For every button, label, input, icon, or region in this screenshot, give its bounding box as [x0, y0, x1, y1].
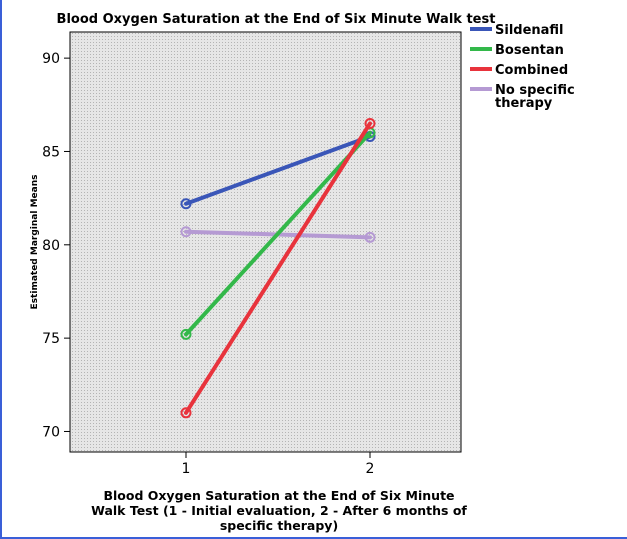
data-point — [364, 231, 376, 243]
x-tick-label: 2 — [366, 461, 375, 477]
x-axis-label-line-2: Walk Test (1 - Initial evaluation, 2 - A… — [91, 503, 467, 518]
data-point — [180, 198, 192, 210]
y-tick-label: 75 — [42, 331, 60, 347]
y-tick-label: 80 — [42, 238, 60, 254]
chart-title: Blood Oxygen Saturation at the End of Si… — [57, 12, 496, 27]
legend-label: Sildenafil — [495, 23, 564, 38]
legend-label: No specific — [495, 83, 575, 98]
y-tick-label: 70 — [42, 424, 60, 440]
series-combined — [180, 117, 376, 419]
legend: Sildenafil Bosentan Combined No specificthe… — [470, 23, 575, 111]
y-tick-label: 90 — [42, 51, 60, 67]
data-point — [180, 407, 192, 419]
legend-label: therapy — [495, 96, 553, 111]
legend-label: Bosentan — [495, 43, 564, 58]
data-point — [180, 328, 192, 340]
plot-area — [69, 31, 462, 453]
x-axis-label-line-3: specific therapy) — [220, 518, 338, 533]
data-point — [364, 117, 376, 129]
series-line — [184, 134, 372, 206]
series-line — [184, 121, 372, 415]
y-tick-label: 85 — [42, 144, 60, 160]
y-axis-label: Estimated Marginal Means — [30, 175, 40, 310]
data-point — [180, 226, 192, 238]
legend-label: Combined — [495, 63, 568, 78]
series-line — [184, 130, 372, 337]
x-axis-label-line-1: Blood Oxygen Saturation at the End of Si… — [103, 488, 454, 503]
series-layer — [180, 117, 376, 419]
y-axis: 70 75 80 85 90 — [42, 51, 70, 440]
x-tick-label: 1 — [182, 461, 191, 477]
